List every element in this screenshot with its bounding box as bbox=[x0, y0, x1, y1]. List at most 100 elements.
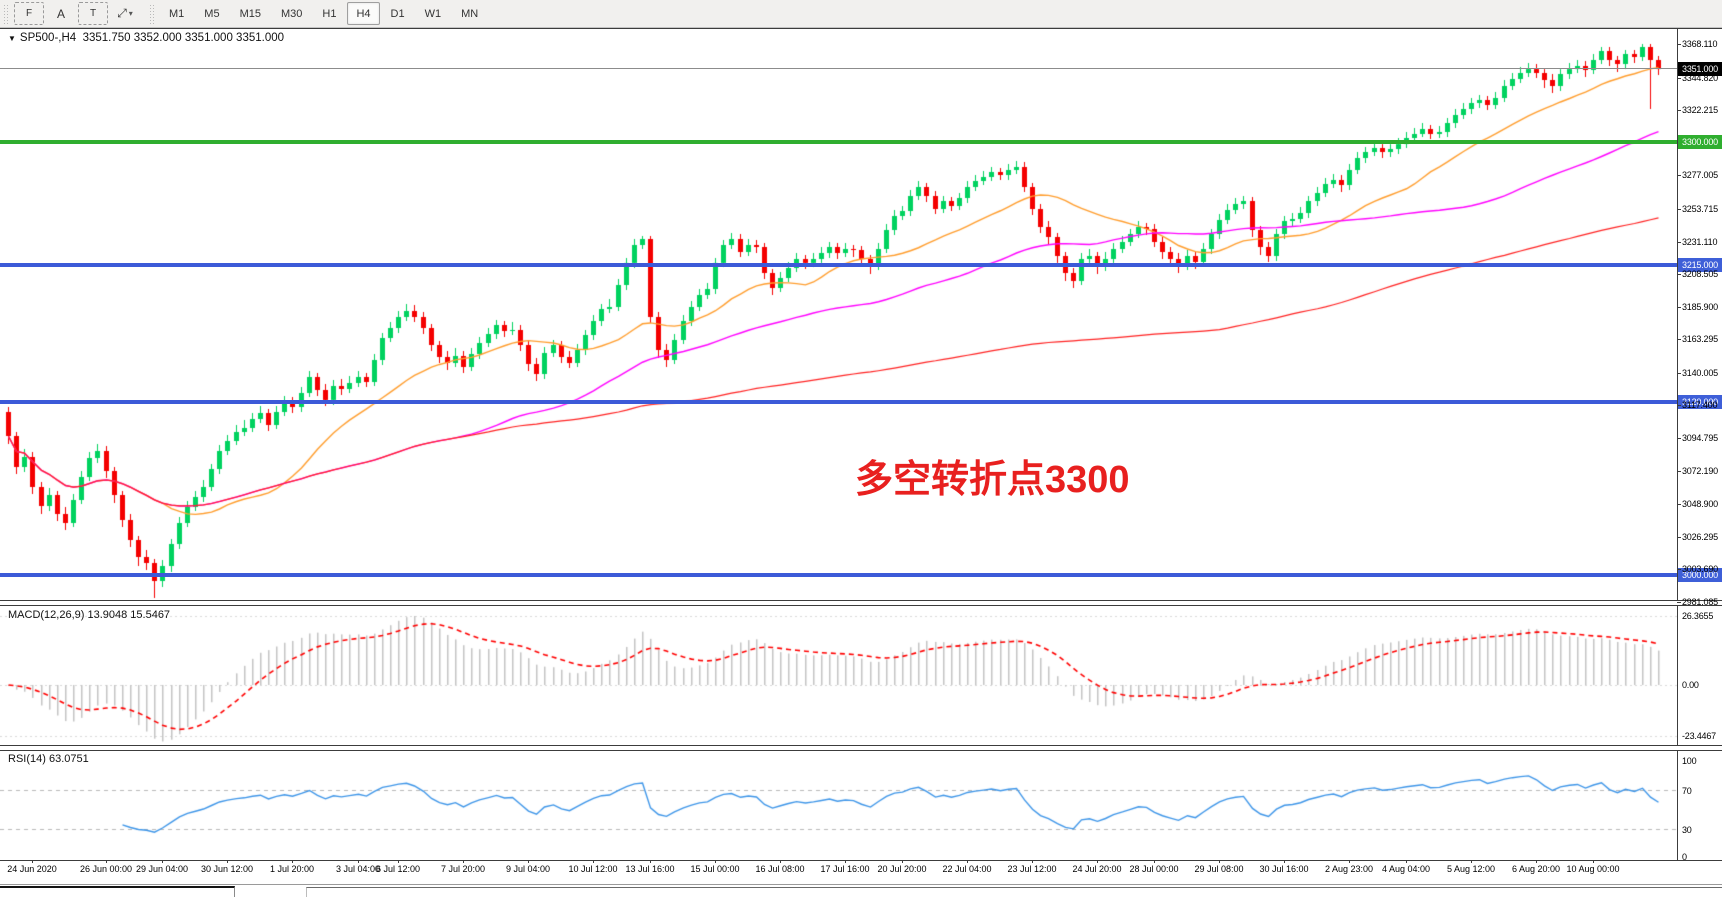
date-tick-label: 30 Jul 16:00 bbox=[1259, 864, 1309, 874]
date-tick-label: 4 Aug 04:00 bbox=[1381, 864, 1431, 874]
toolbar-grip[interactable] bbox=[3, 3, 10, 24]
price-tick-mark bbox=[1677, 274, 1681, 275]
date-tick-mark bbox=[1471, 860, 1472, 863]
support-line[interactable] bbox=[0, 263, 1677, 267]
date-tick-mark bbox=[1097, 860, 1098, 863]
price-tick-label: 3185.900 bbox=[1682, 302, 1718, 312]
support-line[interactable] bbox=[0, 573, 1677, 577]
price-badge-3215.000: 3215.000 bbox=[1678, 258, 1722, 272]
date-tick-label: 28 Jul 00:00 bbox=[1129, 864, 1179, 874]
toolbar: F A T ⤢ ▾ M1 M5 M15 M30 H1 H4 D1 W1 MN bbox=[0, 0, 1722, 28]
main-price-chart[interactable] bbox=[0, 29, 1677, 600]
date-tick-mark bbox=[106, 860, 107, 863]
date-tick-label: 17 Jul 16:00 bbox=[820, 864, 870, 874]
date-tick-label: 24 Jun 2020 bbox=[7, 864, 57, 874]
rsi-indicator-pane[interactable] bbox=[0, 750, 1677, 860]
date-tick-label: 13 Jul 16:00 bbox=[625, 864, 675, 874]
date-tick-mark bbox=[715, 860, 716, 863]
chart-title-text: SP500-,H4 3351.750 3352.000 3351.000 335… bbox=[19, 32, 285, 44]
date-tick-label: 6 Jul 12:00 bbox=[375, 864, 421, 874]
price-badge-3351.000: 3351.000 bbox=[1678, 62, 1722, 76]
price-tick-mark bbox=[1677, 110, 1681, 111]
date-tick-mark bbox=[1536, 860, 1537, 863]
date-tick-label: 16 Jul 08:00 bbox=[755, 864, 805, 874]
date-tick-label: 29 Jul 08:00 bbox=[1194, 864, 1244, 874]
timeframe-W1[interactable]: W1 bbox=[424, 7, 442, 20]
chart-dropdown-icon[interactable]: ▼ bbox=[8, 34, 16, 43]
price-tick-label: 3140.005 bbox=[1682, 368, 1718, 378]
price-tick-mark bbox=[1677, 175, 1681, 176]
macd-tick-label: 0.00 bbox=[1682, 680, 1699, 690]
price-tick-label: 3048.900 bbox=[1682, 499, 1718, 509]
docked-panel-edge[interactable] bbox=[306, 887, 1722, 897]
dropdown-caret-icon[interactable]: ▾ bbox=[128, 9, 133, 18]
date-tick-label: 5 Aug 12:00 bbox=[1446, 864, 1496, 874]
text-label-tool-icon[interactable]: A bbox=[56, 6, 65, 21]
date-tick-mark bbox=[162, 860, 163, 863]
date-tick-label: 7 Jul 20:00 bbox=[440, 864, 486, 874]
macd-indicator-pane[interactable] bbox=[0, 606, 1677, 745]
date-tick-mark bbox=[1349, 860, 1350, 863]
date-tick-label: 26 Jun 00:00 bbox=[79, 864, 133, 874]
date-tick-mark bbox=[358, 860, 359, 863]
rsi-tick-label: 30 bbox=[1682, 825, 1692, 835]
price-tick-mark bbox=[1677, 78, 1681, 79]
date-tick-mark bbox=[227, 860, 228, 863]
price-axis-divider bbox=[1677, 28, 1678, 860]
rsi-tick-label: 0 bbox=[1682, 852, 1687, 862]
price-tick-mark bbox=[1677, 339, 1681, 340]
date-tick-mark bbox=[845, 860, 846, 863]
price-tick-mark bbox=[1677, 242, 1681, 243]
current-price-line[interactable] bbox=[0, 68, 1677, 69]
price-tick-label: 3368.110 bbox=[1682, 39, 1718, 49]
price-tick-mark bbox=[1677, 44, 1681, 45]
price-tick-label: 3094.795 bbox=[1682, 433, 1718, 443]
chart-window-bottom-border bbox=[0, 860, 1722, 861]
chart-window-top-border bbox=[0, 28, 1722, 29]
date-tick-mark bbox=[1154, 860, 1155, 863]
price-tick-label: 3231.110 bbox=[1682, 237, 1718, 247]
price-tick-label: 3208.505 bbox=[1682, 269, 1718, 279]
timeframe-M15[interactable]: M15 bbox=[239, 7, 261, 20]
date-tick-mark bbox=[902, 860, 903, 863]
price-tick-mark bbox=[1677, 438, 1681, 439]
date-tick-label: 3 Jul 04:00 bbox=[335, 864, 381, 874]
timeframe-H4[interactable]: H4 bbox=[347, 2, 380, 25]
price-badge-3000.000: 3000.000 bbox=[1678, 568, 1722, 582]
chart-title-ohlc[interactable]: ▼ SP500-,H4 3351.750 3352.000 3351.000 33… bbox=[8, 32, 284, 44]
rsi-tick-label: 100 bbox=[1682, 756, 1697, 766]
price-tick-mark bbox=[1677, 504, 1681, 505]
price-tick-mark bbox=[1677, 569, 1681, 570]
timeframe-D1[interactable]: D1 bbox=[390, 7, 405, 20]
date-tick-label: 22 Jul 04:00 bbox=[942, 864, 992, 874]
date-tick-mark bbox=[1406, 860, 1407, 863]
support-line[interactable] bbox=[0, 400, 1677, 404]
resistance-line[interactable] bbox=[0, 140, 1677, 144]
date-tick-mark bbox=[1219, 860, 1220, 863]
timeframe-H1[interactable]: H1 bbox=[322, 7, 337, 20]
timeframe-MN[interactable]: MN bbox=[461, 7, 479, 20]
price-tick-mark bbox=[1677, 471, 1681, 472]
date-tick-mark bbox=[1032, 860, 1033, 863]
date-tick-label: 9 Jul 04:00 bbox=[505, 864, 551, 874]
price-tick-label: 2981.085 bbox=[1682, 597, 1718, 607]
timeframe-M30[interactable]: M30 bbox=[280, 7, 303, 20]
chart-text-annotation[interactable]: 多空转折点3300 bbox=[855, 459, 1130, 501]
date-tick-mark bbox=[780, 860, 781, 863]
docked-panel-edge[interactable] bbox=[0, 886, 235, 897]
arrows-tool-icon[interactable]: ⤢ ▾ bbox=[117, 6, 133, 20]
rsi-tick-label: 70 bbox=[1682, 786, 1692, 796]
timeframe-M5[interactable]: M5 bbox=[204, 7, 220, 20]
date-tick-label: 15 Jul 00:00 bbox=[690, 864, 740, 874]
macd-pane-separator[interactable] bbox=[0, 600, 1722, 606]
timeframe-M1[interactable]: M1 bbox=[169, 7, 185, 20]
macd-label: MACD(12,26,9) 13.9048 15.5467 bbox=[8, 609, 171, 621]
date-tick-label: 23 Jul 12:00 bbox=[1007, 864, 1057, 874]
toolbar-grip[interactable] bbox=[149, 3, 156, 24]
date-tick-mark bbox=[1593, 860, 1594, 863]
date-tick-label: 10 Jul 12:00 bbox=[568, 864, 618, 874]
fibonacci-tool-icon[interactable]: F bbox=[14, 2, 44, 25]
price-tick-label: 3026.295 bbox=[1682, 532, 1718, 542]
text-tool-icon[interactable]: T bbox=[78, 2, 108, 25]
